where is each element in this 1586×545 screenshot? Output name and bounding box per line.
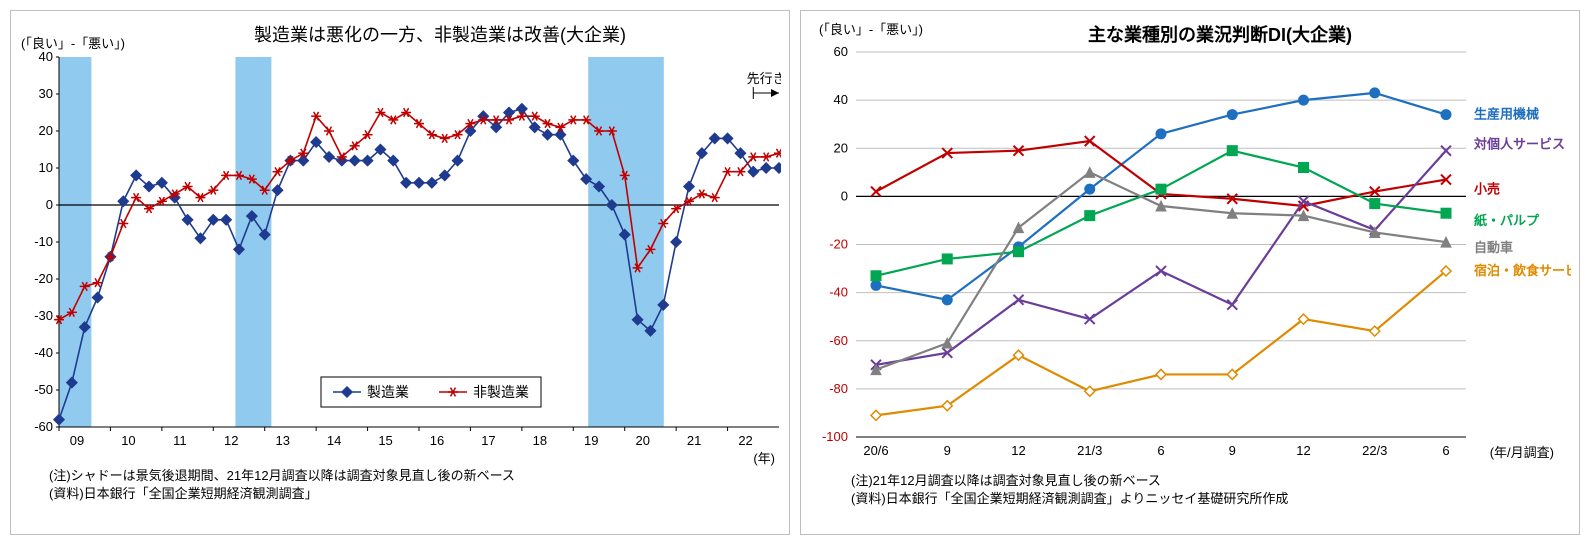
svg-text:09: 09 <box>70 433 84 448</box>
svg-text:20: 20 <box>834 140 848 155</box>
svg-text:-30: -30 <box>34 308 53 323</box>
svg-text:60: 60 <box>834 47 848 59</box>
svg-text:12: 12 <box>1011 443 1025 458</box>
left-chart-panel: (「良い」-「悪い」) 製造業は悪化の一方、非製造業は改善(大企業) -60 -5… <box>10 10 790 535</box>
left-note-2: (資料)日本銀行「全国企業短期経済観測調査」 <box>49 485 779 503</box>
svg-text:22: 22 <box>738 433 752 448</box>
svg-text:30: 30 <box>39 86 53 101</box>
svg-text:11: 11 <box>173 433 187 448</box>
left-chart-title: 製造業は悪化の一方、非製造業は改善(大企業) <box>101 21 779 47</box>
svg-text:非製造業: 非製造業 <box>473 384 529 400</box>
right-chart-svg: -100 -80 -60 -40 -20 0 20 40 60 (年/月調査) 20/6 9 12 21/… <box>811 47 1571 472</box>
svg-text:(年/月調査): (年/月調査) <box>1490 445 1554 460</box>
svg-text:-60: -60 <box>829 333 848 348</box>
right-note-2: (資料)日本銀行「全国企業短期経済観測調査」よりニッセイ基礎研究所作成 <box>851 490 1569 508</box>
right-chart-title: 主な業種別の業況判断DI(大企業) <box>871 21 1569 47</box>
svg-text:14: 14 <box>327 433 341 448</box>
svg-text:-10: -10 <box>34 234 53 249</box>
svg-text:(年): (年) <box>753 451 775 466</box>
svg-text:製造業: 製造業 <box>367 384 409 400</box>
svg-text:10: 10 <box>121 433 135 448</box>
right-chart-panel: (「良い」-「悪い」) 主な業種別の業況判断DI(大企業) -100 -80 -60… <box>800 10 1580 535</box>
svg-text:小売: 小売 <box>1474 182 1500 197</box>
svg-text:6: 6 <box>1442 443 1449 458</box>
svg-text:9: 9 <box>944 443 951 458</box>
left-note-1: (注)シャドーは景気後退期間、21年12月調査以降は調査対象見直し後の新ベース <box>49 467 779 485</box>
svg-text:-60: -60 <box>34 419 53 434</box>
svg-text:22/3: 22/3 <box>1362 443 1387 458</box>
svg-text:6: 6 <box>1157 443 1164 458</box>
svg-text:12: 12 <box>224 433 238 448</box>
svg-text:-80: -80 <box>829 381 848 396</box>
svg-text:0: 0 <box>46 197 53 212</box>
svg-text:自動車: 自動車 <box>1474 240 1513 255</box>
svg-text:19: 19 <box>584 433 598 448</box>
svg-text:-20: -20 <box>829 237 848 252</box>
svg-text:21: 21 <box>687 433 701 448</box>
svg-text:9: 9 <box>1229 443 1236 458</box>
left-chart-svg: -60-50-40-30-20-100102030400910111213141… <box>21 47 781 467</box>
svg-text:-50: -50 <box>34 382 53 397</box>
svg-text:20: 20 <box>635 433 649 448</box>
right-y-axis-note: (「良い」-「悪い」) <box>819 19 923 38</box>
svg-text:生産用機械: 生産用機械 <box>1474 107 1539 122</box>
svg-text:18: 18 <box>533 433 547 448</box>
svg-text:宿泊・飲食サービス: 宿泊・飲食サービス <box>1474 263 1571 278</box>
svg-text:15: 15 <box>378 433 392 448</box>
svg-text:先行き: 先行き <box>747 71 781 86</box>
svg-text:12: 12 <box>1296 443 1310 458</box>
right-note-1: (注)21年12月調査以降は調査対象見直し後の新ベース <box>851 472 1569 490</box>
left-y-axis-note: (「良い」-「悪い」) <box>21 33 125 52</box>
svg-text:対個人サービス: 対個人サービス <box>1473 137 1565 152</box>
svg-text:紙・パルプ: 紙・パルプ <box>1474 213 1540 228</box>
svg-text:20/6: 20/6 <box>863 443 888 458</box>
svg-text:-100: -100 <box>822 429 848 444</box>
svg-text:10: 10 <box>39 160 53 175</box>
svg-text:20: 20 <box>39 123 53 138</box>
svg-text:0: 0 <box>841 188 848 203</box>
svg-text:13: 13 <box>275 433 289 448</box>
svg-text:-20: -20 <box>34 271 53 286</box>
svg-text:-40: -40 <box>34 345 53 360</box>
svg-text:21/3: 21/3 <box>1077 443 1102 458</box>
svg-text:40: 40 <box>834 92 848 107</box>
svg-text:-40: -40 <box>829 285 848 300</box>
svg-text:17: 17 <box>481 433 495 448</box>
svg-text:16: 16 <box>430 433 444 448</box>
